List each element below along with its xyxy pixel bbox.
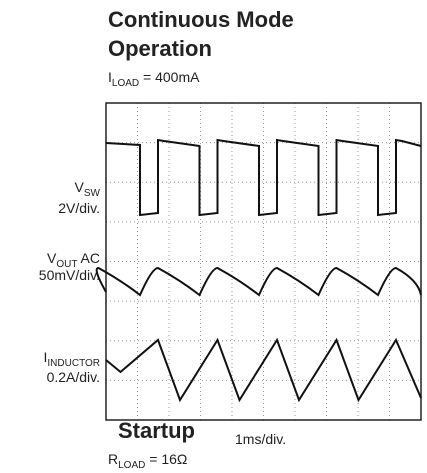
vout-waveform — [95, 266, 422, 297]
inductor-waveform — [105, 337, 422, 403]
channel-scale: 50mV/div. — [39, 267, 100, 283]
channel-label: IINDUCTOR — [44, 349, 100, 369]
title: Operation — [108, 36, 212, 61]
vsw-waveform — [105, 138, 422, 217]
load-condition: ILOAD = 400mA — [108, 69, 200, 89]
channel-label: VSW — [75, 179, 101, 199]
channel-label: VOUT AC — [47, 250, 100, 270]
load-condition: RLOAD = 16Ω — [108, 451, 187, 471]
scope-grid — [106, 103, 421, 420]
channel-scale: 0.2A/div. — [47, 369, 100, 385]
timebase: 1ms/div. — [235, 431, 286, 447]
title: Continuous Mode — [108, 7, 294, 32]
channel-scale: 2V/div. — [58, 200, 100, 216]
symbol: I — [108, 69, 112, 85]
scope-frame — [105, 102, 422, 421]
footer-title: Startup — [118, 418, 195, 443]
subscript: LOAD — [112, 78, 139, 89]
value: = 400mA — [139, 69, 200, 85]
